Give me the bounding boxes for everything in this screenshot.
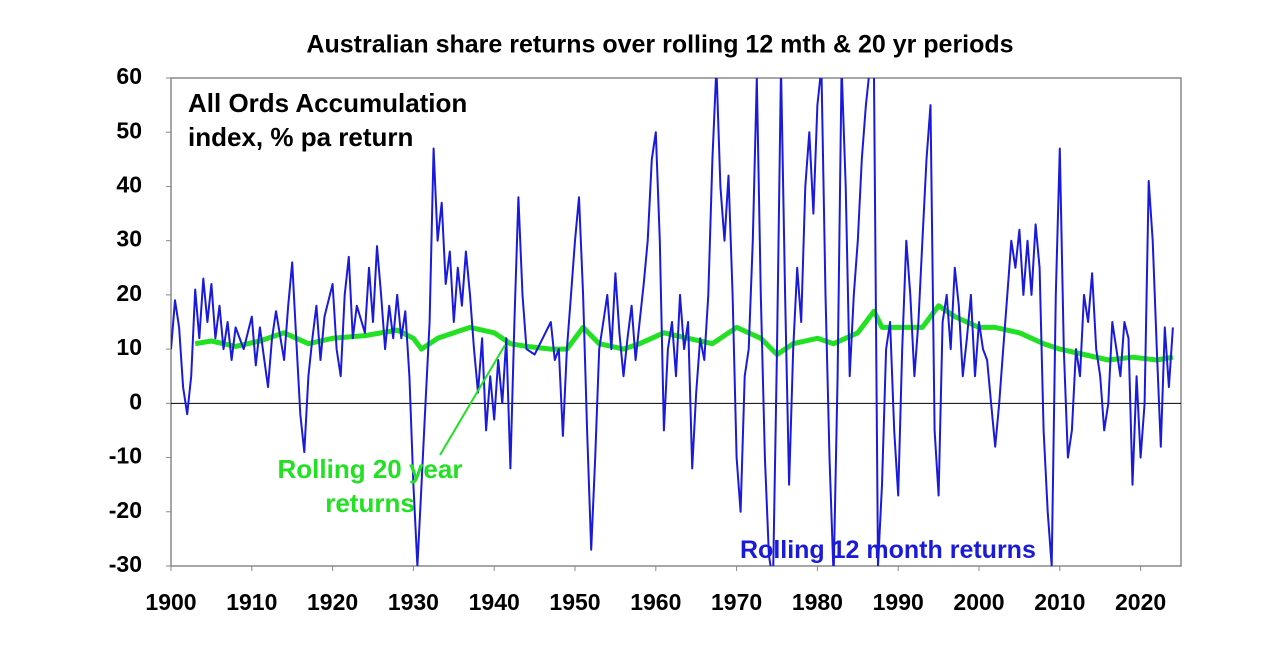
y-tick-label: 0	[129, 388, 142, 414]
chart-title: Australian share returns over rolling 12…	[306, 31, 1013, 59]
y-tick-label: -20	[109, 497, 142, 523]
x-tick-label: 1920	[307, 589, 358, 615]
y-tick-label: 30	[116, 226, 142, 252]
x-tick-label: 1990	[873, 589, 924, 615]
x-tick-label: 1930	[388, 589, 439, 615]
x-tick-label: 1960	[630, 589, 681, 615]
annotation-arrow	[439, 344, 506, 456]
y-tick-label: 60	[116, 63, 142, 89]
y-tick-label: 10	[116, 334, 142, 360]
x-tick-label: 1910	[226, 589, 277, 615]
y-tick-label: -10	[109, 443, 142, 469]
x-tick-label: 1950	[549, 589, 600, 615]
x-tick-label: 1970	[711, 589, 762, 615]
x-tick-label: 1900	[145, 589, 196, 615]
series-label: Rolling 12 month returns	[740, 536, 1036, 564]
x-tick-label: 1980	[792, 589, 843, 615]
subtitle: All Ords Accumulation index, % pa return	[188, 88, 468, 152]
series-line	[171, 78, 1174, 566]
x-tick-label: 2000	[953, 589, 1004, 615]
x-tick-label: 1940	[469, 589, 520, 615]
series-label: Rolling 20 year returns	[277, 454, 463, 518]
x-tick-label: 2010	[1034, 589, 1085, 615]
x-tick-label: 2020	[1115, 589, 1166, 615]
y-tick-label: -30	[109, 551, 142, 577]
y-tick-label: 20	[116, 280, 142, 306]
y-tick-label: 50	[116, 117, 142, 143]
plot-frame	[170, 77, 1182, 567]
y-tick-label: 40	[116, 172, 142, 198]
